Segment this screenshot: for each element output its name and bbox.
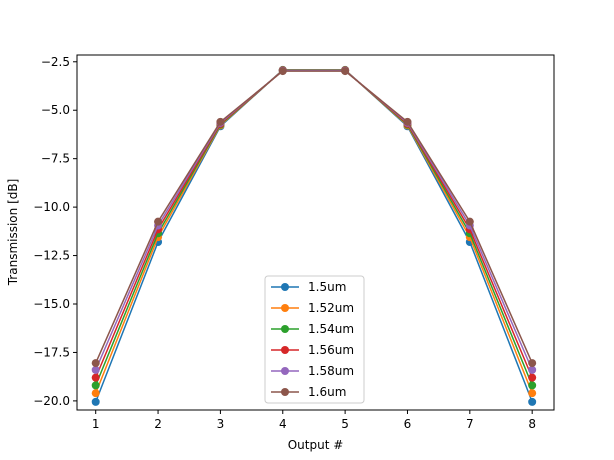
legend-box — [264, 275, 365, 404]
legend-marker — [281, 346, 289, 354]
legend-item: 1.58um — [271, 364, 354, 378]
legend-marker — [281, 388, 289, 396]
x-tick-label: 6 — [404, 417, 412, 431]
data-point — [91, 365, 100, 374]
y-axis-ticks: −2.5 −5.0 −7.5 −10.0 −12.5 −15.0 −17.5 −20.0 — [33, 55, 77, 408]
legend-marker — [281, 304, 289, 312]
legend-marker — [281, 367, 289, 375]
series-layer — [91, 65, 537, 406]
data-point — [91, 373, 100, 382]
data-point — [91, 397, 100, 406]
legend: 1.5um 1.52um 1.54um 1.56um 1.58um 1.6um — [264, 275, 365, 404]
data-point — [341, 67, 350, 76]
x-axis-label: Output # — [288, 438, 344, 452]
legend-label: 1.52um — [308, 301, 354, 315]
y-tick-label: −7.5 — [41, 152, 70, 166]
data-point — [528, 381, 537, 390]
x-tick-label: 2 — [154, 417, 162, 431]
data-point — [528, 365, 537, 374]
data-point — [403, 117, 412, 126]
x-tick-label: 5 — [341, 417, 349, 431]
data-point — [528, 373, 537, 382]
data-point — [528, 359, 537, 368]
legend-item: 1.54um — [271, 322, 354, 336]
data-point — [216, 117, 225, 126]
data-point — [91, 359, 100, 368]
data-point — [91, 381, 100, 390]
legend-marker — [281, 325, 289, 333]
x-tick-label: 3 — [217, 417, 225, 431]
y-tick-label: −20.0 — [33, 394, 70, 408]
y-tick-label: −5.0 — [41, 103, 70, 117]
series-1.6um — [91, 67, 537, 368]
data-point — [91, 389, 100, 398]
legend-label: 1.6um — [308, 385, 346, 399]
x-tick-label: 4 — [279, 417, 287, 431]
legend-label: 1.54um — [308, 322, 354, 336]
y-tick-label: −2.5 — [41, 55, 70, 69]
y-tick-label: −10.0 — [33, 200, 70, 214]
legend-label: 1.56um — [308, 343, 354, 357]
legend-item: 1.5um — [271, 280, 346, 294]
x-tick-label: 8 — [528, 417, 536, 431]
x-tick-label: 1 — [92, 417, 100, 431]
data-point — [528, 397, 537, 406]
legend-label: 1.5um — [308, 280, 346, 294]
y-tick-label: −17.5 — [33, 345, 70, 359]
legend-item: 1.56um — [271, 343, 354, 357]
y-axis-label: Transmission [dB] — [6, 179, 20, 287]
data-point — [528, 389, 537, 398]
y-tick-label: −15.0 — [33, 297, 70, 311]
y-tick-label: −12.5 — [33, 249, 70, 263]
x-axis-ticks: 1 2 3 4 5 6 7 8 — [92, 410, 536, 431]
data-point — [465, 217, 474, 226]
data-point — [278, 67, 287, 76]
series-line — [95, 70, 533, 364]
legend-item: 1.52um — [271, 301, 354, 315]
legend-label: 1.58um — [308, 364, 354, 378]
x-tick-label: 7 — [466, 417, 474, 431]
data-point — [154, 217, 163, 226]
legend-item: 1.6um — [271, 385, 346, 399]
legend-marker — [281, 283, 289, 291]
plot-frame — [76, 54, 555, 411]
